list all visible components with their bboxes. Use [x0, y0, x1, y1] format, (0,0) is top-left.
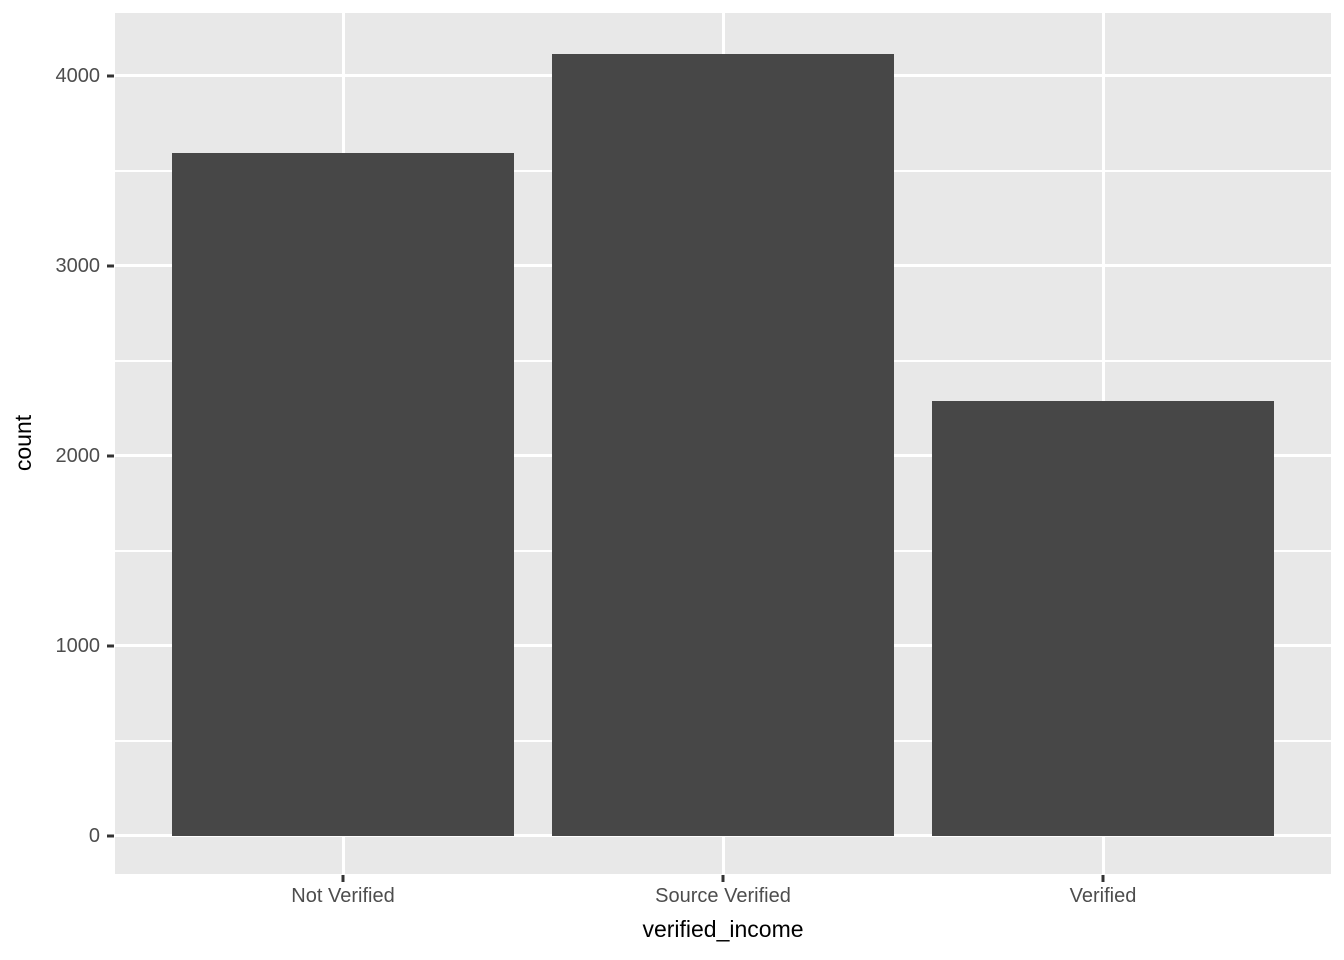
y-axis-tick-mark [107, 74, 114, 78]
x-axis-tick-mark [341, 875, 345, 882]
y-axis-tick-label: 3000 [55, 254, 101, 277]
x-axis-tick-label: Not Verified [291, 885, 395, 907]
y-axis-tick-mark [107, 834, 114, 838]
y-axis-tick-mark [107, 454, 114, 458]
x-axis-tick-label: Source Verified [655, 885, 791, 907]
y-axis-tick-label: 0 [88, 824, 100, 847]
y-axis-tick-mark [107, 264, 114, 268]
y-axis-tick-mark [107, 644, 114, 648]
y-axis-tick-label: 1000 [55, 634, 101, 657]
x-axis-tick-mark [721, 875, 725, 882]
plot-panel [115, 13, 1331, 874]
bar-verified [932, 400, 1274, 836]
x-axis-tick-mark [1101, 875, 1105, 882]
y-axis-tick-label: 2000 [55, 444, 101, 467]
y-axis-tick-label: 4000 [55, 64, 101, 87]
x-axis-title: verified_income [642, 916, 804, 942]
bar-source-verified [552, 53, 894, 836]
bar-not-verified [172, 152, 514, 836]
x-axis-tick-label: Verified [1069, 885, 1137, 907]
